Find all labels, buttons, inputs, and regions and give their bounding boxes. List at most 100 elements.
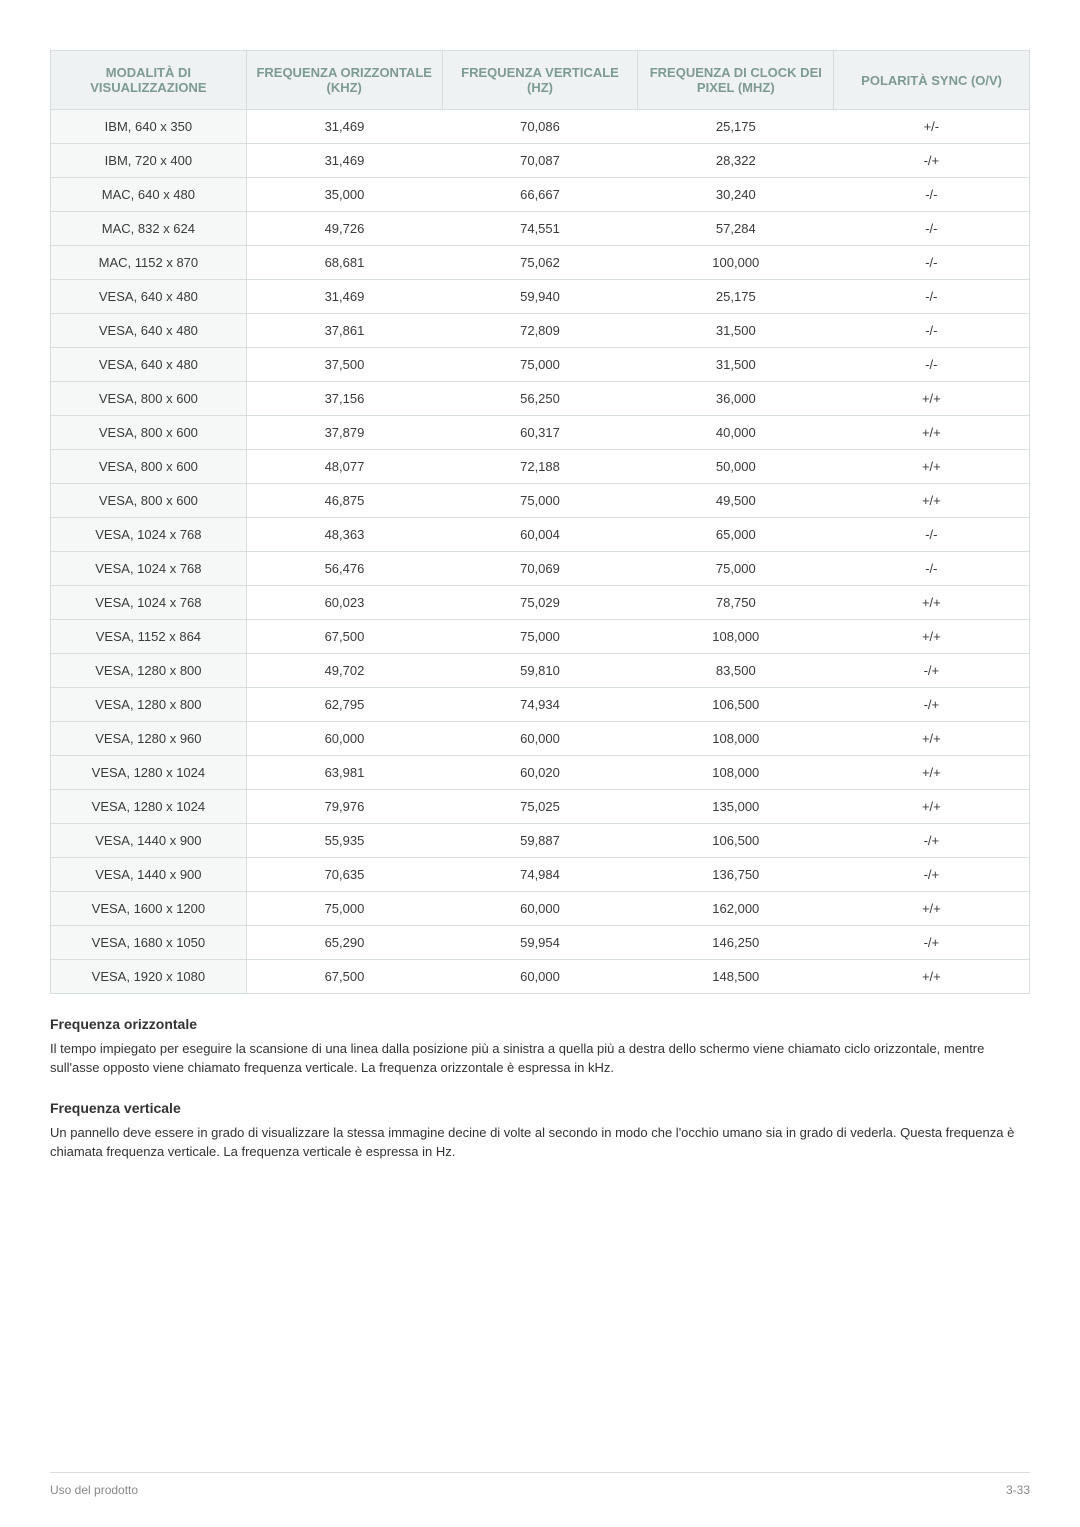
table-cell: 60,023: [246, 586, 442, 620]
table-cell: 37,500: [246, 348, 442, 382]
table-row: MAC, 1152 x 87068,68175,062100,000-/-: [51, 246, 1030, 280]
table-cell: MAC, 640 x 480: [51, 178, 247, 212]
table-cell: 65,000: [638, 518, 834, 552]
table-row: VESA, 1280 x 96060,00060,000108,000+/+: [51, 722, 1030, 756]
table-cell: VESA, 1920 x 1080: [51, 960, 247, 994]
table-row: VESA, 1024 x 76848,36360,00465,000-/-: [51, 518, 1030, 552]
table-cell: -/-: [834, 178, 1030, 212]
table-cell: -/-: [834, 314, 1030, 348]
table-row: VESA, 1600 x 120075,00060,000162,000+/+: [51, 892, 1030, 926]
table-cell: 70,069: [442, 552, 638, 586]
table-cell: 63,981: [246, 756, 442, 790]
table-cell: 146,250: [638, 926, 834, 960]
table-row: VESA, 1024 x 76860,02375,02978,750+/+: [51, 586, 1030, 620]
table-row: VESA, 1152 x 86467,50075,000108,000+/+: [51, 620, 1030, 654]
section-vfreq-body: Un pannello deve essere in grado di visu…: [50, 1124, 1030, 1162]
table-cell: 59,887: [442, 824, 638, 858]
table-cell: VESA, 1280 x 800: [51, 688, 247, 722]
table-cell: VESA, 640 x 480: [51, 280, 247, 314]
table-cell: 74,551: [442, 212, 638, 246]
table-cell: 75,000: [442, 484, 638, 518]
table-cell: 108,000: [638, 756, 834, 790]
table-row: VESA, 640 x 48037,50075,00031,500-/-: [51, 348, 1030, 382]
table-cell: 100,000: [638, 246, 834, 280]
col-pixelclock: FREQUENZA DI CLOCK DEI PIXEL (MHZ): [638, 51, 834, 110]
table-row: VESA, 1024 x 76856,47670,06975,000-/-: [51, 552, 1030, 586]
table-body: IBM, 640 x 35031,46970,08625,175+/-IBM, …: [51, 110, 1030, 994]
table-cell: 48,077: [246, 450, 442, 484]
table-cell: 48,363: [246, 518, 442, 552]
table-cell: 106,500: [638, 824, 834, 858]
table-cell: 25,175: [638, 280, 834, 314]
table-row: VESA, 800 x 60037,15656,25036,000+/+: [51, 382, 1030, 416]
table-cell: VESA, 1280 x 1024: [51, 756, 247, 790]
table-cell: 75,000: [442, 348, 638, 382]
table-header: MODALITÀ DI VISUALIZZAZIONE FREQUENZA OR…: [51, 51, 1030, 110]
col-hfreq: FREQUENZA ORIZZONTALE (KHZ): [246, 51, 442, 110]
table-cell: +/+: [834, 586, 1030, 620]
table-row: VESA, 1440 x 90070,63574,984136,750-/+: [51, 858, 1030, 892]
table-cell: 75,000: [246, 892, 442, 926]
table-cell: 74,984: [442, 858, 638, 892]
table-cell: +/-: [834, 110, 1030, 144]
table-cell: VESA, 1440 x 900: [51, 858, 247, 892]
table-cell: 60,317: [442, 416, 638, 450]
table-cell: 108,000: [638, 620, 834, 654]
table-cell: 49,500: [638, 484, 834, 518]
table-row: IBM, 720 x 40031,46970,08728,322-/+: [51, 144, 1030, 178]
table-cell: 70,087: [442, 144, 638, 178]
table-cell: 75,000: [442, 620, 638, 654]
table-row: VESA, 800 x 60037,87960,31740,000+/+: [51, 416, 1030, 450]
table-row: MAC, 832 x 62449,72674,55157,284-/-: [51, 212, 1030, 246]
table-cell: -/-: [834, 552, 1030, 586]
table-cell: 31,500: [638, 348, 834, 382]
table-cell: 74,934: [442, 688, 638, 722]
table-cell: 31,469: [246, 144, 442, 178]
table-cell: -/-: [834, 246, 1030, 280]
table-cell: -/+: [834, 858, 1030, 892]
table-cell: VESA, 800 x 600: [51, 484, 247, 518]
table-cell: +/+: [834, 722, 1030, 756]
table-cell: 60,004: [442, 518, 638, 552]
table-cell: 37,861: [246, 314, 442, 348]
table-cell: 78,750: [638, 586, 834, 620]
table-cell: 30,240: [638, 178, 834, 212]
table-row: VESA, 800 x 60046,87575,00049,500+/+: [51, 484, 1030, 518]
table-cell: -/+: [834, 688, 1030, 722]
table-cell: 36,000: [638, 382, 834, 416]
table-cell: VESA, 800 x 600: [51, 450, 247, 484]
table-cell: 70,086: [442, 110, 638, 144]
table-cell: -/+: [834, 926, 1030, 960]
table-cell: -/-: [834, 518, 1030, 552]
table-cell: VESA, 800 x 600: [51, 416, 247, 450]
table-cell: VESA, 1024 x 768: [51, 586, 247, 620]
table-cell: VESA, 1024 x 768: [51, 552, 247, 586]
table-cell: 79,976: [246, 790, 442, 824]
table-cell: 31,469: [246, 110, 442, 144]
table-cell: 56,476: [246, 552, 442, 586]
page-footer: Uso del prodotto 3-33: [50, 1472, 1030, 1497]
table-row: VESA, 640 x 48031,46959,94025,175-/-: [51, 280, 1030, 314]
table-row: VESA, 1280 x 102479,97675,025135,000+/+: [51, 790, 1030, 824]
table-cell: 56,250: [442, 382, 638, 416]
col-sync: POLARITÀ SYNC (O/V): [834, 51, 1030, 110]
footer-right: 3-33: [1006, 1483, 1030, 1497]
table-cell: 49,702: [246, 654, 442, 688]
section-hfreq-body: Il tempo impiegato per eseguire la scans…: [50, 1040, 1030, 1078]
table-cell: 72,809: [442, 314, 638, 348]
table-cell: 49,726: [246, 212, 442, 246]
table-row: VESA, 1280 x 102463,98160,020108,000+/+: [51, 756, 1030, 790]
section-hfreq-title: Frequenza orizzontale: [50, 1016, 1030, 1032]
table-cell: 135,000: [638, 790, 834, 824]
table-cell: 148,500: [638, 960, 834, 994]
table-cell: -/+: [834, 654, 1030, 688]
table-cell: +/+: [834, 484, 1030, 518]
table-cell: VESA, 1440 x 900: [51, 824, 247, 858]
table-cell: 136,750: [638, 858, 834, 892]
table-cell: IBM, 640 x 350: [51, 110, 247, 144]
table-cell: +/+: [834, 416, 1030, 450]
table-cell: 31,469: [246, 280, 442, 314]
table-cell: 66,667: [442, 178, 638, 212]
table-row: VESA, 800 x 60048,07772,18850,000+/+: [51, 450, 1030, 484]
table-row: VESA, 1680 x 105065,29059,954146,250-/+: [51, 926, 1030, 960]
